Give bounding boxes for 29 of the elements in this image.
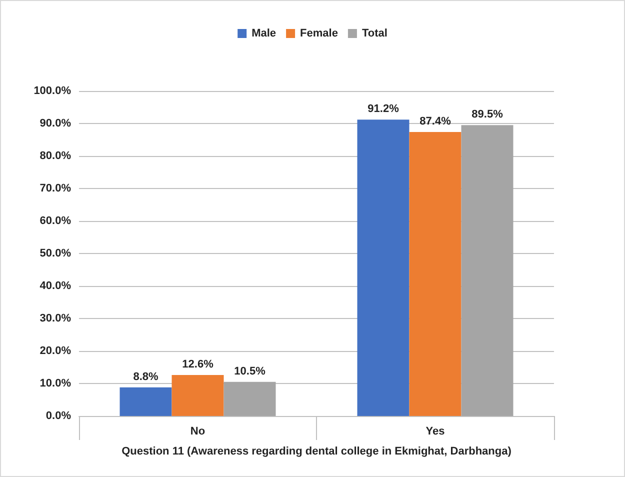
y-tick-label: 90.0% — [40, 118, 72, 130]
bar — [461, 125, 514, 416]
bar — [172, 375, 224, 416]
bar — [224, 382, 276, 416]
data-label: 10.5% — [234, 365, 266, 378]
data-label: 87.4% — [420, 115, 452, 128]
y-tick-label: 0.0% — [46, 410, 72, 422]
data-label: 8.8% — [133, 370, 158, 383]
bar — [409, 132, 462, 416]
y-tick-label: 70.0% — [40, 182, 72, 194]
y-tick-label: 40.0% — [40, 280, 72, 292]
bar — [357, 120, 410, 416]
data-label: 12.6% — [182, 358, 214, 371]
x-tick-label: Yes — [426, 426, 445, 438]
y-tick-label: 50.0% — [40, 248, 72, 260]
legend-label: Female — [300, 28, 338, 40]
y-tick-label: 30.0% — [40, 312, 72, 324]
bar — [120, 387, 172, 416]
y-tick-label: 10.0% — [40, 378, 72, 390]
y-tick-label: 80.0% — [40, 150, 72, 162]
data-label: 89.5% — [472, 108, 504, 121]
legend-label: Total — [362, 28, 388, 40]
y-tick-label: 60.0% — [40, 215, 72, 227]
data-label: 91.2% — [368, 103, 400, 116]
legend-label: Male — [252, 28, 276, 40]
x-axis-title: Question 11 (Awareness regarding dental college in Ekmighat, Darbhanga) — [122, 446, 512, 458]
x-tick-label: No — [190, 426, 206, 438]
y-tick-label: 100.0% — [34, 85, 72, 97]
y-tick-label: 20.0% — [40, 345, 72, 357]
